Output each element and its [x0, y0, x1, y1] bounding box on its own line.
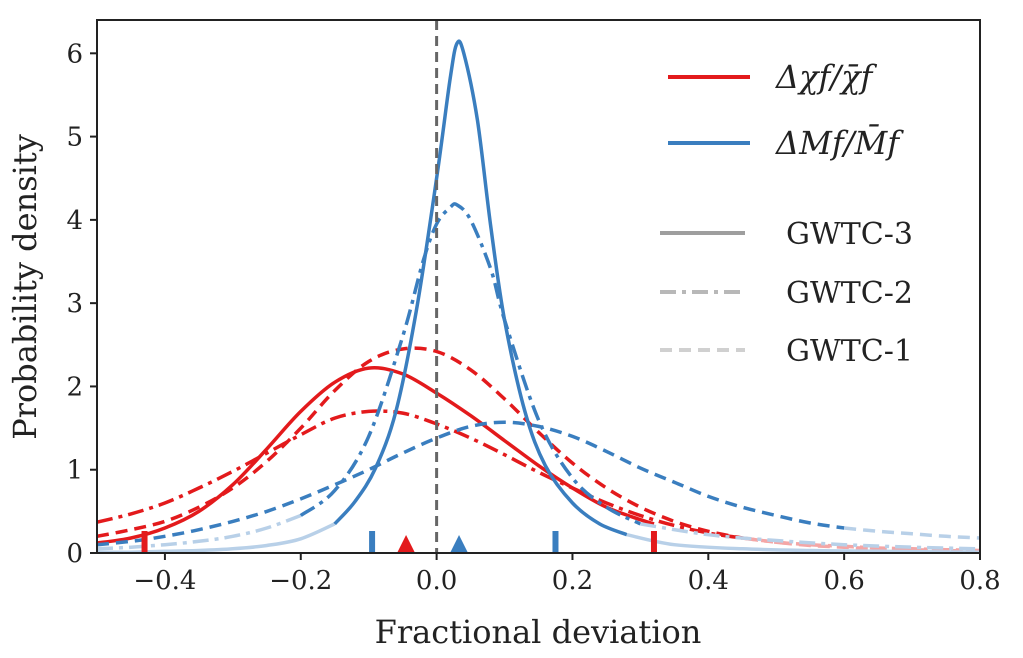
x-axis-label: Fractional deviation	[375, 613, 702, 651]
series-M-gwtc-2-line	[299, 202, 642, 526]
x-tick-label: 0.0	[416, 566, 457, 596]
series-M-gwtc-2-line	[97, 513, 302, 551]
legend-label-gwtc-3: GWTC-3	[786, 217, 913, 252]
interval-bound-marker-M	[552, 531, 559, 553]
legend-label-chi: Δχf/χ̄f	[774, 58, 878, 96]
y-axis: 0 1 2 3 4 5 6	[66, 39, 97, 569]
x-axis: −0.4 −0.2 0.0 0.2 0.4 0.6 0.8	[133, 553, 1001, 596]
series-chi-gwtc-2-line	[97, 409, 743, 540]
interval-bound-marker-M	[369, 531, 376, 553]
x-tick-label: 0.4	[688, 566, 729, 596]
y-tick-label: 4	[66, 206, 83, 236]
y-tick-label: 3	[66, 289, 83, 319]
y-axis-label: Probability density	[6, 134, 44, 440]
median-marker-chi	[397, 535, 416, 553]
series-chi-gwtc-1-line	[97, 346, 743, 540]
markers-layer	[141, 531, 657, 553]
series-M-gwtc-2-line	[640, 522, 980, 551]
plot-frame	[96, 19, 981, 554]
y-tick-label: 0	[66, 539, 83, 569]
legend: Δχf/χ̄f ΔMf/M̄f GWTC-3 GWTC-2 GWTC-1	[660, 58, 913, 369]
curves-layer	[97, 39, 980, 553]
x-tick-label: 0.8	[959, 566, 1000, 596]
x-tick-label: 0.2	[552, 566, 593, 596]
interval-bound-marker-chi	[650, 531, 657, 553]
series-M-gwtc-3-line	[333, 39, 628, 537]
interval-bound-marker-chi	[141, 531, 148, 553]
y-tick-label: 1	[66, 456, 83, 486]
legend-label-gwtc-1: GWTC-1	[786, 334, 913, 369]
series-M-gwtc-1-line	[844, 526, 980, 540]
series-M-gwtc-3-line	[626, 532, 980, 553]
series-M-gwtc-1-line	[97, 420, 845, 547]
y-tick-label: 6	[66, 39, 83, 69]
legend-label-gwtc-2: GWTC-2	[786, 276, 913, 311]
x-tick-label: −0.2	[269, 566, 332, 596]
y-tick-label: 5	[66, 123, 83, 153]
y-tick-label: 2	[66, 372, 83, 402]
median-marker-M	[450, 535, 469, 553]
x-tick-label: −0.4	[133, 566, 196, 596]
legend-label-mass: ΔMf/M̄f	[774, 124, 904, 162]
x-tick-label: 0.6	[823, 566, 864, 596]
